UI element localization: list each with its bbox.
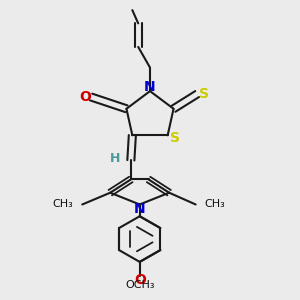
Text: CH₃: CH₃: [205, 200, 225, 209]
Text: H: H: [110, 152, 120, 165]
Text: O: O: [134, 273, 146, 287]
Text: N: N: [144, 80, 156, 94]
Text: S: S: [200, 87, 209, 101]
Text: CH₃: CH₃: [53, 200, 74, 209]
Text: O: O: [79, 90, 91, 104]
Text: S: S: [170, 131, 180, 145]
Text: OCH₃: OCH₃: [125, 280, 154, 290]
Text: N: N: [134, 202, 146, 216]
